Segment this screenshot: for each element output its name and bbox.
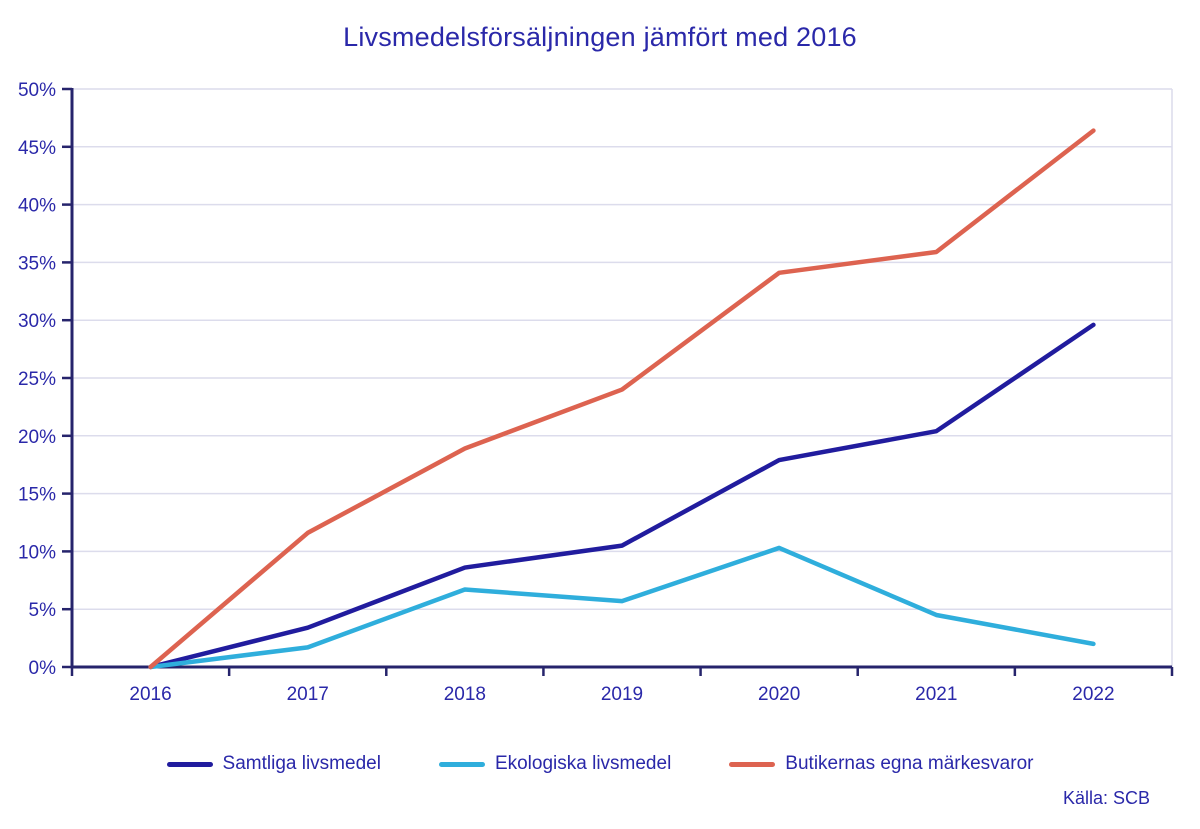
x-axis-label: 2016 — [129, 684, 171, 705]
x-axis-label: 2018 — [444, 684, 486, 705]
y-axis-label: 45% — [18, 138, 56, 159]
x-axis-label: 2020 — [758, 684, 800, 705]
x-axis-label: 2017 — [287, 684, 329, 705]
y-axis-label: 50% — [18, 80, 56, 101]
y-axis-label: 15% — [18, 485, 56, 506]
legend-swatch-ekologiska-livsmedel — [438, 761, 485, 767]
legend-item-samtliga-livsmedel: Samtliga livsmedel — [166, 753, 381, 775]
legend: Samtliga livsmedel Ekologiska livsmedel Bu… — [0, 753, 1200, 775]
y-axis-label: 0% — [29, 658, 57, 679]
series-line-samtliga-livsmedel — [148, 322, 1096, 670]
legend-item-butikernas-egna-m-rkesvaror: Butikernas egna märkesvaror — [729, 753, 1033, 775]
y-axis-label: 20% — [18, 427, 56, 448]
legend-swatch-samtliga-livsmedel — [166, 761, 213, 767]
y-axis-label: 35% — [18, 253, 56, 274]
x-axis-label: 2022 — [1072, 684, 1114, 705]
source-label: Källa: SCB — [1062, 788, 1150, 808]
series-line-ekologiska-livsmedel — [148, 545, 1096, 670]
legend-swatch-butikernas-egna-m-rkesvaror — [729, 761, 776, 767]
series-line-butikernas-egna-m-rkesvaror — [148, 128, 1096, 670]
y-axis-label: 30% — [18, 311, 56, 332]
legend-item-ekologiska-livsmedel: Ekologiska livsmedel — [438, 753, 672, 775]
legend-label: Butikernas egna märkesvaror — [785, 753, 1034, 774]
y-axis-label: 10% — [18, 542, 56, 563]
x-axis-label: 2021 — [915, 684, 957, 705]
y-axis-label: 40% — [18, 196, 56, 217]
legend-label: Samtliga livsmedel — [222, 753, 381, 774]
y-axis-label: 5% — [29, 600, 57, 621]
x-axis-label: 2019 — [601, 684, 643, 705]
legend-label: Ekologiska livsmedel — [494, 753, 672, 774]
y-axis-label: 25% — [18, 369, 56, 390]
chart-title: Livsmedelsförsäljningen jämfört med 2016 — [343, 22, 857, 52]
